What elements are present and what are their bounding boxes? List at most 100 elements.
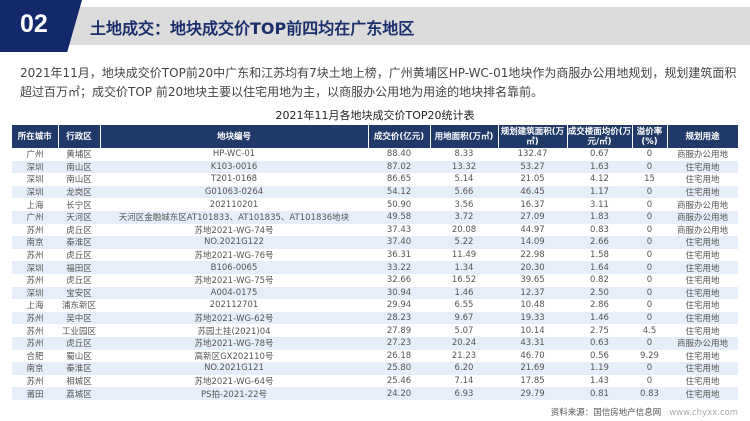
- table-cell: 20.30: [498, 261, 567, 274]
- table-cell: 22.98: [520, 250, 545, 261]
- column-header: 行政区: [58, 125, 101, 148]
- table-cell: 高新区GX202110号: [194, 351, 274, 362]
- source-note: 资料来源：国信房地产信息网 www.chyxx.com: [551, 406, 738, 418]
- table-cell: 苏园土挂(2021)04: [197, 326, 271, 337]
- table-cell: 21.23: [451, 350, 477, 361]
- table-cell: 苏州: [26, 326, 44, 337]
- table-cell: 商服办公用地: [676, 150, 728, 161]
- source-url: www.chyxx.com: [669, 408, 738, 418]
- table-cell: 3.56: [454, 199, 474, 210]
- table-cell: 深圳: [12, 286, 58, 300]
- table-cell: 苏地2021-WG-75号: [194, 276, 274, 287]
- table-cell: 24.20: [368, 387, 430, 400]
- table-cell: 28.23: [368, 311, 430, 325]
- column-header: 所在城市: [12, 125, 59, 148]
- table-cell: 南山区: [66, 175, 92, 186]
- table-cell: 0.67: [590, 149, 609, 160]
- column-header: 规划用途: [667, 125, 739, 148]
- table-cell: 16.37: [520, 199, 545, 210]
- table-cell: 住宅用地: [685, 276, 720, 287]
- table-cell: 住宅用地: [685, 351, 720, 362]
- table-cell: NO.2021G122: [100, 236, 368, 249]
- table-cell: 13.32: [430, 160, 498, 174]
- table-cell: 广州: [12, 210, 58, 224]
- table-cell: 0: [646, 250, 653, 261]
- table-cell: 秦淮区: [58, 236, 100, 249]
- table-cell: 龙岗区: [58, 185, 100, 199]
- table-cell: 0: [646, 300, 653, 311]
- table-row: 深圳 宝安区 A004-0175 30.94 1.46 12.37 2.50 0 住宅用地: [12, 286, 738, 300]
- table-cell: 南京: [12, 236, 58, 249]
- table-cell: 苏地2021-WG-64号: [194, 376, 274, 387]
- table-cell: 3.72: [430, 210, 498, 224]
- table-cell: 上海: [26, 200, 44, 211]
- table-cell: 37.40: [368, 236, 430, 249]
- table-cell: 宝安区: [58, 286, 100, 300]
- table-row: 苏州 工业园区 苏园土挂(2021)04 27.89 5.07 10.14 2.75 4.5 住…: [12, 324, 738, 337]
- table-cell: 合肥: [26, 351, 44, 362]
- table-cell: 5.66: [430, 185, 498, 199]
- column-header: 成交楼面均价(万元/㎡): [567, 125, 633, 148]
- table-cell: 0: [632, 185, 667, 199]
- table-cell: 25.80: [368, 362, 430, 375]
- table-cell: 0: [646, 275, 653, 286]
- table-cell: 住宅用地: [667, 185, 738, 199]
- table-cell: 苏州: [26, 376, 44, 387]
- column-header: 规划建筑面积(万㎡): [498, 125, 568, 148]
- table-row: 南京 秦淮区 NO.2021G122 37.40 5.22 14.09 2.66 0 住宅用地: [12, 236, 738, 249]
- table-cell: B106-0065: [100, 261, 368, 274]
- table-cell: 32.66: [386, 275, 412, 286]
- table-cell: 住宅用地: [667, 236, 738, 249]
- table-cell: 27.23: [368, 336, 430, 350]
- table-cell: 2.50: [567, 286, 632, 300]
- table-cell: 1.46: [567, 311, 632, 325]
- table-cell: 88.40: [386, 149, 412, 160]
- table-cell: 53.27: [498, 160, 567, 174]
- table-cell: 21.05: [520, 174, 545, 185]
- table-cell: 132.47: [517, 149, 548, 160]
- table-cell: 17.85: [520, 375, 545, 386]
- header-bar: [60, 7, 750, 45]
- table-cell: 苏州: [12, 311, 58, 325]
- table-cell: 虎丘区: [66, 225, 92, 236]
- table-cell: 202112701: [209, 300, 259, 311]
- table-cell: 1.17: [567, 185, 632, 199]
- table-cell: 住宅用地: [685, 301, 720, 312]
- table-cell: 住宅用地: [685, 175, 720, 186]
- table-cell: 6.20: [430, 362, 498, 375]
- table-cell: 2.75: [590, 325, 609, 336]
- table-row: 深圳 南山区 K103-0016 87.02 13.32 53.27 1.63 0 住宅用地: [12, 160, 738, 174]
- table-cell: 1.63: [567, 160, 632, 174]
- table-cell: 15: [644, 174, 655, 185]
- table-row: 上海 浦东新区 202112701 29.94 6.55 10.48 2.86 0 住宅用地: [12, 299, 738, 312]
- table-cell: 0.56: [590, 350, 609, 361]
- table-cell: 苏州: [26, 276, 44, 287]
- table-cell: 6.55: [454, 300, 474, 311]
- table-row: 莆田 荔城区 PS拍-2021-22号 24.20 6.93 29.79 0.81 0.83 住…: [12, 387, 738, 400]
- table-cell: 37.43: [386, 224, 412, 235]
- table-row: 苏州 虎丘区 苏地2021-WG-78号 27.23 20.24 43.31 0.63 0 商服…: [12, 336, 738, 350]
- table-title: 2021年11月各地块成交价TOP20统计表: [275, 109, 475, 122]
- table-cell: 19.33: [498, 311, 567, 325]
- table-cell: HP-WC-01: [212, 149, 256, 160]
- table-cell: T201-0168: [210, 174, 258, 185]
- source-label: 资料来源：国信房地产信息网: [550, 408, 662, 418]
- section-badge: 02: [0, 0, 82, 52]
- table-cell: 3.11: [590, 199, 609, 210]
- table-cell: 0.81: [567, 387, 632, 400]
- table-row: 上海 长宁区 202110201 50.90 3.56 16.37 3.11 0 商服办公用地: [12, 198, 738, 211]
- table-cell: 10.14: [520, 325, 545, 336]
- table-cell: 商服办公用地: [667, 210, 738, 224]
- table-cell: 0.83: [590, 224, 609, 235]
- table-cell: 5.07: [454, 325, 474, 336]
- table-cell: 住宅用地: [685, 251, 720, 262]
- land-deals-table: 所在城市 行政区 地块编号 成交价(亿元) 用地面积(万㎡) 规划建筑面积(万㎡) 成交楼面…: [12, 125, 739, 400]
- table-cell: 0: [632, 286, 667, 300]
- table-cell: 11.49: [451, 250, 477, 261]
- table-cell: 14.09: [498, 236, 567, 249]
- table-cell: 46.45: [498, 185, 567, 199]
- table-cell: 住宅用地: [667, 311, 738, 325]
- table-cell: 0: [632, 236, 667, 249]
- table-cell: 天河区: [58, 210, 100, 224]
- table-cell: 0.63: [567, 336, 632, 350]
